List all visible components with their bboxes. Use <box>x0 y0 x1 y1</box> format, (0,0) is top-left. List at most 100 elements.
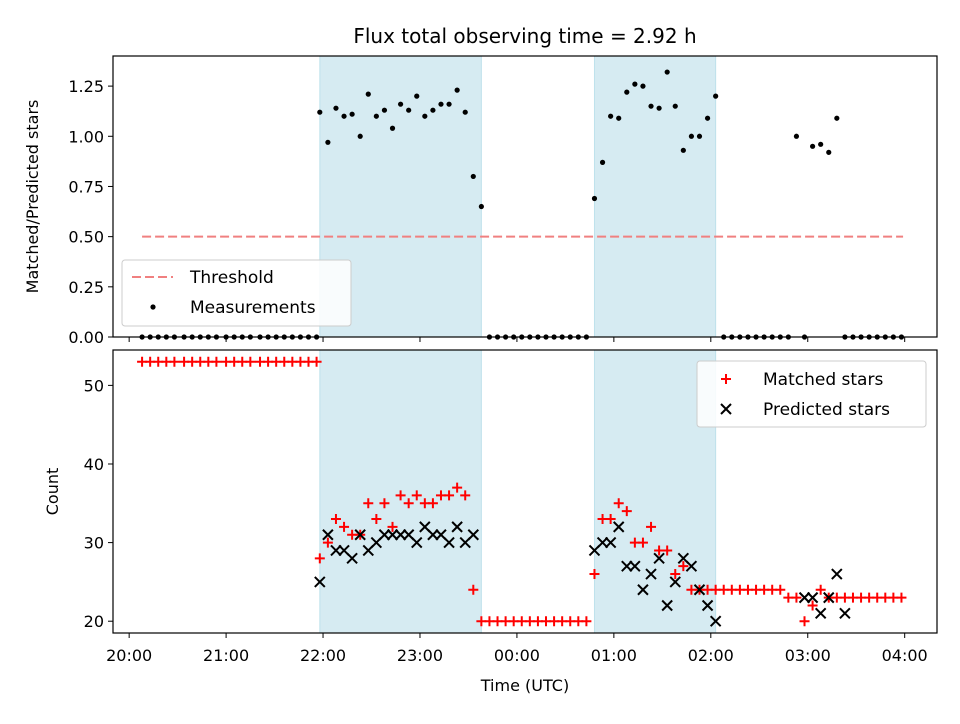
data-point <box>713 93 719 99</box>
legend: Matched stars Predicted stars <box>696 360 927 428</box>
y-tick-label: 50 <box>84 376 104 395</box>
data-point <box>395 490 406 501</box>
data-point <box>381 107 388 113</box>
y-tick-label: 0.50 <box>68 228 104 247</box>
x-tick-label: 20:00 <box>106 646 152 665</box>
data-point <box>478 203 484 210</box>
data-point <box>826 149 832 155</box>
data-point <box>807 600 818 611</box>
data-point <box>823 591 835 604</box>
data-point <box>605 514 616 525</box>
legend-swatch <box>150 304 156 310</box>
data-point <box>591 195 598 202</box>
data-point <box>314 576 326 588</box>
data-point <box>470 173 476 180</box>
data-point <box>468 584 479 595</box>
data-point <box>701 599 714 612</box>
data-point <box>373 113 379 119</box>
data-point <box>646 521 657 532</box>
data-point <box>314 553 325 564</box>
data-point <box>397 101 404 107</box>
shaded-interval <box>593 55 717 338</box>
data-point <box>438 101 444 107</box>
data-point <box>793 133 800 139</box>
data-point <box>669 576 681 588</box>
data-point <box>169 356 180 367</box>
data-point <box>621 506 632 517</box>
data-point <box>645 568 657 580</box>
legend-box <box>121 259 352 327</box>
x-tick-label: 04:00 <box>882 646 928 665</box>
y-tick-label: 20 <box>84 612 104 631</box>
y-tick-label: 1.00 <box>68 127 104 146</box>
data-point <box>613 521 625 533</box>
data-point <box>446 101 452 107</box>
series-matched-stars <box>137 356 907 627</box>
data-point <box>661 599 673 612</box>
data-point <box>662 545 673 556</box>
data-point <box>839 607 851 620</box>
data-point <box>211 356 222 367</box>
data-point <box>330 514 341 525</box>
legend-label: Measurements <box>190 298 316 318</box>
series-measurements <box>139 69 905 340</box>
y-tick-label: 0.00 <box>68 328 104 347</box>
data-point <box>444 490 455 501</box>
panel-ratio: 0.00 0.25 0.50 0.75 1.00 1.25 Matched/Predicte… <box>23 24 938 347</box>
x-tick-label: 01:00 <box>591 646 637 665</box>
legend-label: Threshold <box>189 268 274 288</box>
y-tick-label: 30 <box>84 534 104 553</box>
data-point <box>322 537 333 548</box>
data-point <box>317 109 323 115</box>
data-point <box>451 521 463 533</box>
data-point <box>696 133 703 139</box>
data-point <box>589 569 600 580</box>
data-point <box>245 356 256 367</box>
data-point <box>406 107 412 113</box>
data-point <box>648 103 654 109</box>
legend-swatch <box>720 403 732 415</box>
data-point <box>809 143 816 149</box>
data-point <box>791 592 802 603</box>
legend-swatch <box>721 374 731 384</box>
data-point <box>814 607 827 620</box>
data-point <box>387 521 398 532</box>
data-point <box>365 91 371 97</box>
panel-counts: 20 30 40 50 20:00 21:00 22:00 23:00 00:00 01:00 02… <box>43 349 938 695</box>
x-tick-label: 00:00 <box>494 646 540 665</box>
data-point <box>354 529 366 541</box>
data-point <box>443 536 455 549</box>
y-tick-label: 0.75 <box>68 177 104 196</box>
data-point <box>637 537 648 548</box>
data-point <box>333 105 339 111</box>
data-point <box>371 514 382 525</box>
axes-frame <box>112 55 938 338</box>
data-point <box>799 616 810 627</box>
data-point <box>775 584 786 595</box>
y-tick-label: 1.25 <box>68 77 104 96</box>
data-point <box>581 616 592 627</box>
data-point <box>599 159 606 165</box>
data-point <box>422 113 428 119</box>
data-point <box>704 115 711 121</box>
chart-title: Flux total observing time = 2.92 h <box>353 24 696 48</box>
data-point <box>815 584 826 595</box>
data-point <box>685 560 698 572</box>
data-point <box>341 113 347 119</box>
data-point <box>672 103 678 109</box>
data-point <box>427 498 438 509</box>
data-point <box>349 111 355 117</box>
data-point <box>460 490 471 501</box>
legend-box <box>696 360 927 428</box>
data-point <box>462 109 468 115</box>
x-tick-label: 23:00 <box>397 646 443 665</box>
data-point <box>311 356 322 367</box>
data-point <box>616 115 622 121</box>
data-point <box>322 529 334 541</box>
x-tick-label: 21:00 <box>203 646 249 665</box>
data-point <box>357 133 363 139</box>
data-point <box>834 115 840 121</box>
legend: Threshold Measurements <box>121 259 352 327</box>
